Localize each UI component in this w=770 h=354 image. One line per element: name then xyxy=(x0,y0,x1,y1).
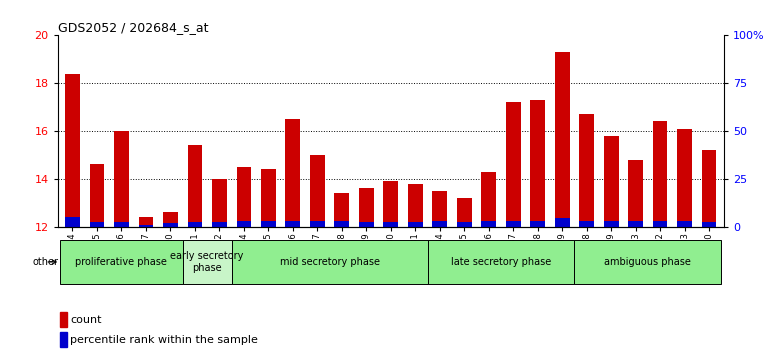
Bar xyxy=(531,221,545,227)
Bar xyxy=(236,167,251,227)
Bar xyxy=(653,121,668,227)
Bar xyxy=(481,221,496,227)
Bar xyxy=(457,222,471,227)
Bar xyxy=(408,222,423,227)
Bar xyxy=(163,212,178,227)
Bar xyxy=(261,169,276,227)
Bar xyxy=(139,225,153,227)
Text: mid secretory phase: mid secretory phase xyxy=(280,257,380,267)
Bar xyxy=(188,145,203,227)
Bar xyxy=(701,222,716,227)
Text: GDS2052 / 202684_s_at: GDS2052 / 202684_s_at xyxy=(58,21,208,34)
Text: count: count xyxy=(70,315,102,325)
Bar xyxy=(506,102,521,227)
Bar xyxy=(310,155,325,227)
Bar xyxy=(114,131,129,227)
Bar xyxy=(383,222,398,227)
Bar xyxy=(65,74,80,227)
Bar xyxy=(182,240,232,284)
Bar xyxy=(286,221,300,227)
Bar xyxy=(60,240,182,284)
Text: other: other xyxy=(32,257,59,267)
Bar xyxy=(163,223,178,227)
Bar xyxy=(433,191,447,227)
Bar xyxy=(65,217,80,227)
Bar xyxy=(555,218,570,227)
Bar xyxy=(531,100,545,227)
Bar xyxy=(334,221,349,227)
Bar xyxy=(383,181,398,227)
Bar xyxy=(60,312,66,327)
Bar xyxy=(579,114,594,227)
Bar xyxy=(433,221,447,227)
Bar xyxy=(574,240,721,284)
Text: percentile rank within the sample: percentile rank within the sample xyxy=(70,335,258,345)
Bar xyxy=(481,172,496,227)
Text: late secretory phase: late secretory phase xyxy=(451,257,551,267)
Text: ambiguous phase: ambiguous phase xyxy=(604,257,691,267)
Bar xyxy=(261,221,276,227)
Bar xyxy=(506,221,521,227)
Bar xyxy=(579,221,594,227)
Bar xyxy=(628,221,643,227)
Bar xyxy=(701,150,716,227)
Bar xyxy=(212,179,226,227)
Bar xyxy=(212,222,226,227)
Bar xyxy=(555,52,570,227)
Bar xyxy=(457,198,471,227)
Bar xyxy=(89,222,104,227)
Bar xyxy=(139,217,153,227)
Bar xyxy=(359,222,373,227)
Bar xyxy=(236,221,251,227)
Bar xyxy=(89,164,104,227)
Bar xyxy=(310,221,325,227)
Bar xyxy=(359,188,373,227)
Text: proliferative phase: proliferative phase xyxy=(75,257,167,267)
Bar xyxy=(232,240,427,284)
Bar xyxy=(60,332,66,347)
Bar xyxy=(604,136,618,227)
Bar xyxy=(678,221,692,227)
Bar xyxy=(188,222,203,227)
Bar xyxy=(408,183,423,227)
Bar xyxy=(653,221,668,227)
Bar xyxy=(334,193,349,227)
Bar xyxy=(286,119,300,227)
Bar xyxy=(678,129,692,227)
Bar xyxy=(114,222,129,227)
Text: early secretory
phase: early secretory phase xyxy=(170,251,244,273)
Bar xyxy=(604,221,618,227)
Bar xyxy=(427,240,574,284)
Bar xyxy=(628,160,643,227)
